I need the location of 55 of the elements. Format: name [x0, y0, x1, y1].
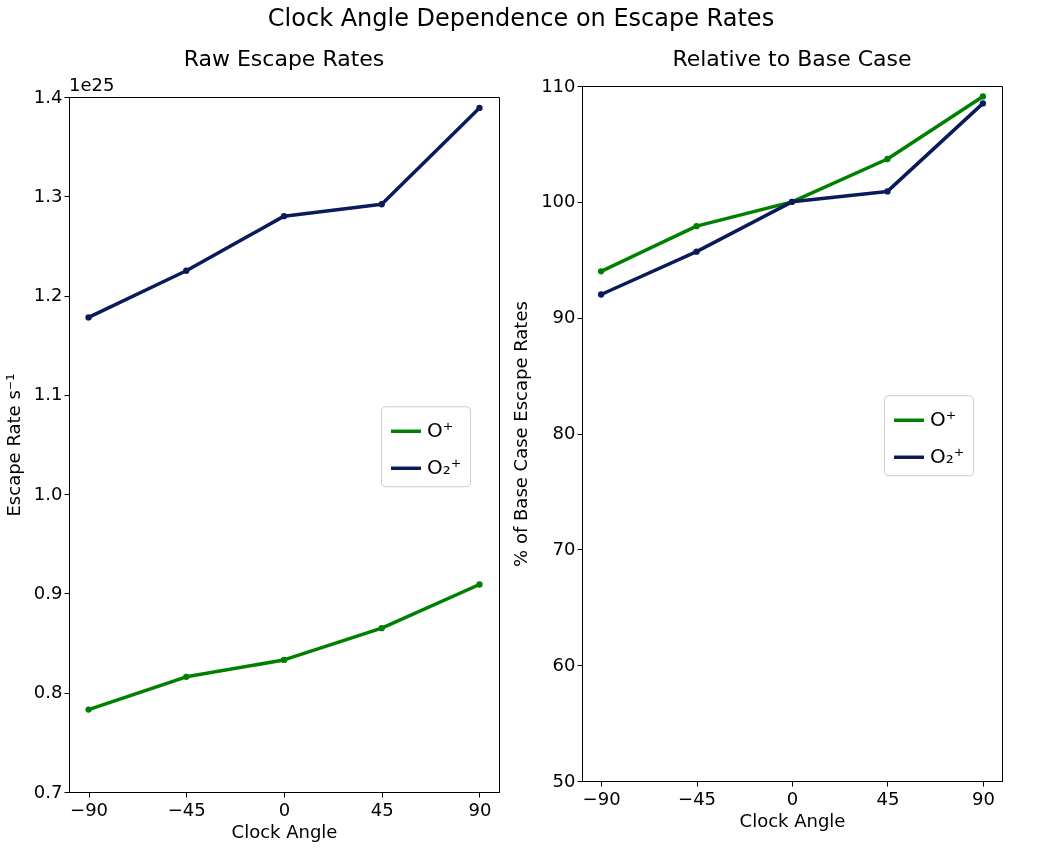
x-tick-label: 0: [278, 798, 291, 820]
y-tick-label: 0.9: [33, 581, 63, 603]
point: [85, 706, 92, 713]
point: [183, 267, 190, 274]
y-tick-label: 1.2: [33, 284, 63, 306]
text: Clock Angle Dependence on Escape Rates: [267, 4, 775, 32]
legend-label: O⁺: [427, 418, 454, 443]
point: [476, 104, 483, 112]
point: [183, 673, 190, 680]
x-tick-label: 90: [971, 787, 995, 809]
point: [597, 268, 605, 275]
point: [280, 212, 288, 220]
y-tick-label: 1.0: [33, 482, 63, 504]
point: [884, 155, 891, 163]
point: [979, 100, 987, 107]
point: [693, 248, 700, 255]
y-tick-label: 80: [552, 422, 576, 443]
y-tick-label: 60: [552, 653, 576, 675]
point: [693, 223, 700, 230]
chart-title: Raw Escape Rates: [183, 46, 385, 71]
legend-label: O⁺: [930, 407, 957, 432]
y-tick-label: 0.7: [33, 780, 63, 802]
x-tick-label: 45: [876, 787, 900, 809]
x-tick-label: −90: [582, 787, 621, 809]
y-tick-label: 1.3: [33, 184, 63, 206]
x-tick-label: 0: [786, 787, 799, 809]
y-tick-label: 1.4: [33, 85, 63, 107]
text: 1e25: [69, 74, 115, 95]
y-axis-title: Escape Rate s⁻¹: [2, 373, 24, 517]
point: [85, 314, 92, 321]
point: [378, 201, 385, 208]
x-tick-label: −45: [678, 787, 717, 809]
y-tick-label: 100: [541, 190, 576, 212]
x-tick-label: −90: [70, 798, 109, 820]
legend-label: O₂⁺: [427, 455, 462, 480]
point: [280, 656, 288, 664]
y-tick-label: 1.1: [33, 383, 63, 405]
point: [597, 291, 605, 298]
y-axis-title: % of Base Case Escape Rates: [510, 301, 532, 567]
legend-label: O₂⁺: [930, 444, 965, 469]
x-axis-title: Clock Angle: [231, 820, 338, 842]
point: [979, 93, 987, 100]
point: [378, 625, 385, 632]
y-tick-label: 90: [552, 306, 576, 328]
y-tick-label: 50: [552, 769, 576, 791]
y-tick-label: 70: [552, 537, 576, 559]
point: [476, 581, 483, 588]
y-tick-label: 0.8: [33, 681, 63, 703]
y-tick-label: 110: [541, 74, 576, 96]
x-tick-label: 90: [468, 798, 492, 820]
x-tick-label: −45: [167, 798, 206, 820]
chart-title: Relative to Base Case: [672, 46, 912, 71]
x-axis-title: Clock Angle: [739, 809, 846, 831]
point: [884, 188, 891, 195]
x-tick-label: 45: [370, 798, 394, 820]
